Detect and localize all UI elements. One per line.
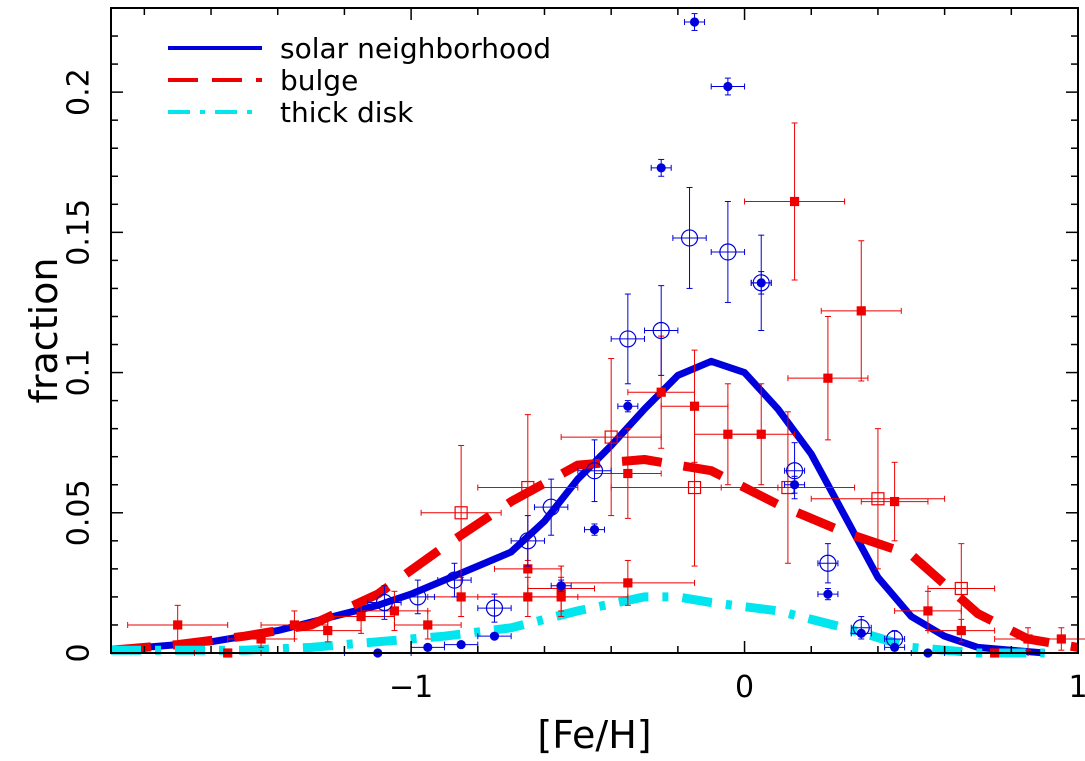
solar-data-point-filled-marker [691, 18, 699, 26]
solar-data-point-filled-marker [457, 641, 465, 649]
bulge-data-point-filled [745, 123, 845, 280]
solar-data-point-filled [584, 524, 604, 535]
solar-data-point-filled-marker [424, 643, 432, 651]
bulge-data-point-filled-marker [624, 579, 632, 587]
y-tick-label: 0.05 [62, 479, 97, 546]
x-tick-label: 1 [1068, 670, 1085, 705]
y-tick-label: 0 [62, 643, 97, 662]
solar-data-point-filled [751, 272, 771, 294]
solar-data-point-open [673, 187, 706, 288]
solar-data-point-filled-marker [724, 83, 732, 91]
solar-data-point-open [818, 544, 838, 583]
solar-data-point-filled-marker [490, 632, 498, 640]
bulge-data-point-open [811, 429, 944, 569]
solar-data-point-filled [685, 14, 705, 31]
solar-data-point-filled-marker [824, 590, 832, 598]
bulge-data-point-filled [861, 462, 928, 541]
legend: solar neighborhood bulge thick disk [168, 32, 551, 129]
solar-data-point-filled [444, 641, 477, 649]
legend-label-bulge: bulge [280, 64, 358, 97]
model-curves [111, 361, 1078, 653]
bulge-data-point-filled [895, 591, 962, 630]
bulge-data-point-filled-marker [624, 470, 632, 478]
solar-data-point-filled [651, 159, 671, 176]
bulge-data-point-filled-marker [757, 430, 765, 438]
bulge-data-point-filled-marker [524, 593, 532, 601]
solar-data-point-filled [478, 632, 511, 640]
y-axis-label: fraction [22, 258, 66, 404]
bulge-data-point-filled [821, 241, 901, 381]
bulge-data-point-filled-marker [424, 621, 432, 629]
bulge-data-point-open [561, 359, 661, 516]
solar-data-point-filled [411, 643, 444, 651]
bulge-data-point-filled-marker [657, 388, 665, 396]
x-tick-label: −1 [389, 670, 433, 705]
bulge-data-point-filled-marker [791, 198, 799, 206]
y-tick-label: 0.2 [62, 68, 97, 116]
solar-data-point-filled-marker [791, 481, 799, 489]
solar-data-point-filled [818, 589, 838, 600]
bulge-data-point-filled-marker [324, 627, 332, 635]
legend-label-thick-disk: thick disk [280, 96, 414, 129]
solar-data-point-filled-marker [624, 402, 632, 410]
solar-data-point-open [611, 294, 644, 384]
bulge-data-point-filled [595, 429, 662, 519]
bulge-data-point-filled-marker [824, 374, 832, 382]
plot-frame [111, 8, 1078, 653]
bulge-data-point-filled-marker [924, 607, 932, 615]
x-axis-label: [Fe/H] [537, 713, 651, 757]
bulge-data-point-filled [788, 316, 868, 439]
solar-data-point-filled-marker [557, 582, 565, 590]
data-points [128, 14, 1085, 657]
bulge-data-point-filled-marker [174, 621, 182, 629]
y-tick-label: 0.15 [62, 199, 97, 266]
bulge-data-point-filled-marker [1057, 635, 1065, 643]
solar-data-point-filled-marker [591, 526, 599, 534]
solar-data-point-open [478, 594, 511, 622]
y-tick-label: 0.1 [62, 349, 97, 397]
solar-data-point-filled-marker [857, 629, 865, 637]
bulge-data-point-filled-marker [257, 635, 265, 643]
solar-data-point-open [711, 202, 744, 303]
solar-data-point-filled [711, 78, 744, 95]
bulge-data-point-filled-marker [457, 593, 465, 601]
bulge-data-point-filled-marker [357, 613, 365, 621]
solar-data-point-filled-marker [757, 279, 765, 287]
solar-data-point-filled [618, 401, 638, 412]
solar-data-point-filled [551, 580, 571, 591]
solar-data-point-filled-marker [657, 164, 665, 172]
x-tick-label: 0 [735, 670, 754, 705]
bulge-data-point-filled-marker [857, 307, 865, 315]
legend-label-solar-neighborhood: solar neighborhood [280, 32, 551, 65]
solar-data-point-filled-marker [891, 643, 899, 651]
solar-data-point-open [645, 286, 678, 376]
